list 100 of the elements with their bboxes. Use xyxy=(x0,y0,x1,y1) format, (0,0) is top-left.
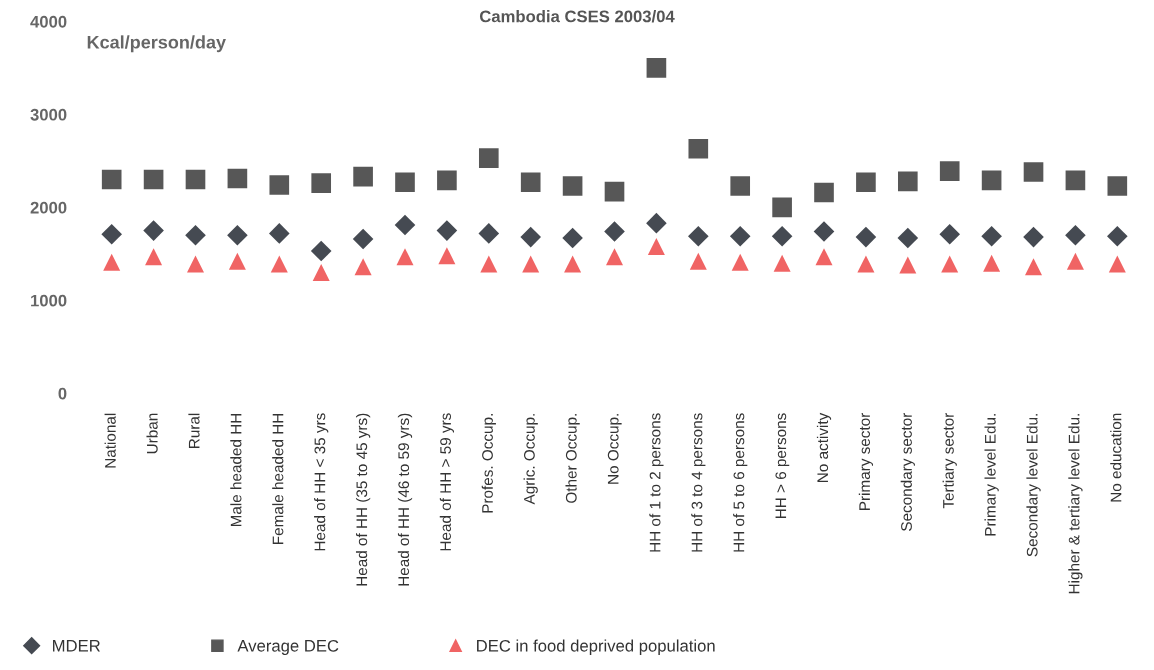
point xyxy=(186,255,204,273)
x-tick-label: Agric. Occup. xyxy=(523,414,538,505)
chart-title: Cambodia CSES 2003/04 xyxy=(479,10,675,23)
point xyxy=(981,170,1002,191)
x-tick-label: National xyxy=(104,413,116,468)
point xyxy=(269,175,290,195)
point xyxy=(103,253,121,271)
point xyxy=(815,248,833,266)
point xyxy=(604,181,625,202)
point xyxy=(647,237,665,255)
x-tick-label: Female headed HH xyxy=(272,413,284,544)
point xyxy=(520,172,541,193)
x-tick-label: HH of 5 to 6 persons xyxy=(733,413,748,552)
point xyxy=(981,225,1002,247)
point xyxy=(438,247,456,265)
point xyxy=(522,255,540,273)
x-tick-label: No activity xyxy=(816,412,832,482)
point xyxy=(855,226,877,248)
x-tick-label: No education xyxy=(1110,413,1122,502)
x-tick-label: Head of HH < 35 yrs xyxy=(314,413,329,551)
x-tick-label: Secondary level Edu. xyxy=(1026,414,1041,557)
x-tick-label: Head of HH (35 to 45 yrs) xyxy=(355,413,371,586)
point xyxy=(1023,162,1044,182)
point xyxy=(353,166,373,187)
point xyxy=(1025,258,1043,276)
point xyxy=(436,220,458,241)
point xyxy=(1066,252,1084,270)
x-tick-label: Tertiary sector xyxy=(942,412,957,509)
point xyxy=(227,224,248,246)
point xyxy=(773,254,791,272)
point xyxy=(394,214,416,236)
x-tick-label: Other Occup. xyxy=(565,414,580,503)
point xyxy=(983,254,1001,272)
x-tick-label: No Occup. xyxy=(607,414,622,484)
point xyxy=(311,173,332,194)
y-tick-label: 2000 xyxy=(30,201,67,214)
point xyxy=(646,58,667,78)
point xyxy=(1107,176,1128,196)
point xyxy=(352,228,374,250)
point xyxy=(101,224,122,245)
point xyxy=(1023,226,1044,248)
y-tick-label: 3000 xyxy=(30,108,67,121)
point xyxy=(646,212,667,234)
point xyxy=(897,171,918,192)
point xyxy=(604,221,625,242)
point xyxy=(270,255,288,273)
point xyxy=(731,253,749,271)
point xyxy=(856,172,876,193)
point xyxy=(564,255,582,273)
y-axis-title: Kcal/person/day xyxy=(87,35,226,53)
point xyxy=(897,227,919,249)
x-tick-label: Primary sector xyxy=(858,412,874,510)
point xyxy=(689,252,707,270)
point xyxy=(395,172,415,193)
point xyxy=(520,226,541,248)
point xyxy=(396,248,414,266)
point xyxy=(814,182,834,203)
point xyxy=(143,220,164,241)
x-tick-label: Profes. Occup. xyxy=(481,414,496,513)
point xyxy=(899,256,917,274)
x-tick-label: Head of HH > 59 yrs xyxy=(439,413,455,551)
point xyxy=(185,169,206,190)
legend-label: Average DEC xyxy=(237,639,339,655)
y-tick-label: 1000 xyxy=(31,294,67,307)
point xyxy=(312,263,330,281)
point xyxy=(1107,225,1128,247)
point xyxy=(185,224,206,246)
point xyxy=(813,221,835,242)
point xyxy=(101,169,122,190)
point xyxy=(227,168,248,189)
point xyxy=(771,225,793,247)
point xyxy=(606,248,624,266)
point xyxy=(1065,224,1086,246)
point xyxy=(730,176,751,196)
point xyxy=(941,255,959,273)
x-tick-label: Secondary sector xyxy=(900,412,915,531)
legend-label: DEC in food deprived population xyxy=(477,639,715,655)
point xyxy=(478,148,499,168)
point xyxy=(939,224,961,245)
x-tick-label: HH of 1 to 2 persons xyxy=(649,413,664,552)
y-tick-label: 4000 xyxy=(30,15,67,28)
point xyxy=(143,169,164,190)
point xyxy=(478,223,500,244)
y-tick-label: 0 xyxy=(58,387,67,400)
x-tick-label: Urban xyxy=(146,413,158,454)
x-tick-label: Higher & tertiary level Edu. xyxy=(1068,414,1083,594)
point xyxy=(1108,255,1126,273)
point xyxy=(688,225,709,247)
point xyxy=(145,248,163,266)
point xyxy=(772,197,792,218)
x-tick-label: HH > 6 persons xyxy=(775,413,790,519)
point xyxy=(437,170,457,191)
x-tick-label: HH of 3 to 4 persons xyxy=(691,413,706,552)
point xyxy=(480,255,498,273)
point xyxy=(939,161,960,181)
point xyxy=(857,255,875,273)
legend-label: MDER xyxy=(53,640,100,652)
point xyxy=(269,223,290,244)
x-tick-label: Head of HH (46 to 59 yrs) xyxy=(397,413,413,586)
x-tick-label: Male headed HH xyxy=(230,413,242,527)
